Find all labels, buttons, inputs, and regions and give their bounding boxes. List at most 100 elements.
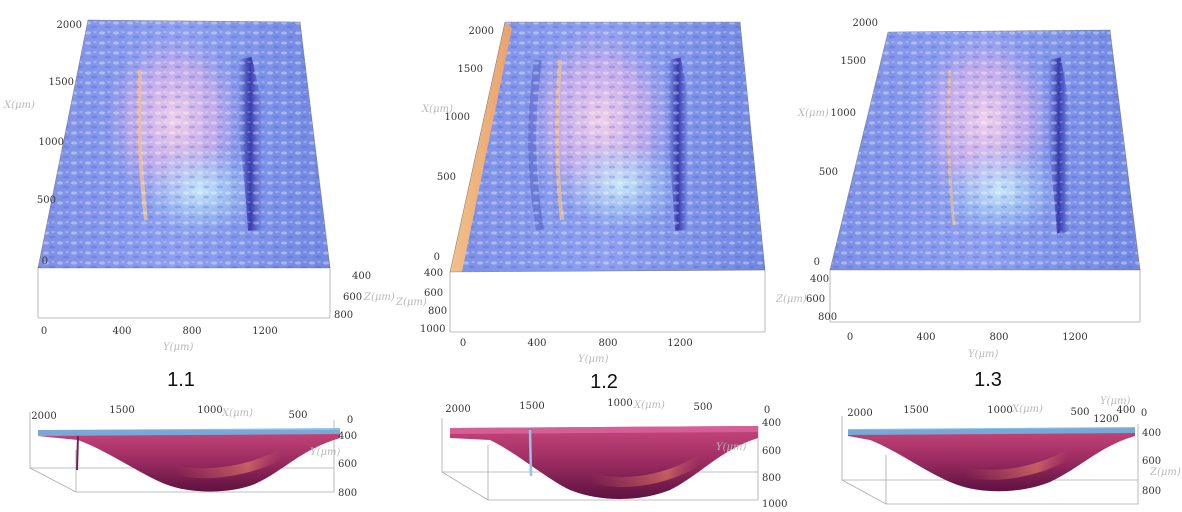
panel-1-z-tick: 600 bbox=[343, 292, 362, 303]
panel-2-bottom-x-tick: 2000 bbox=[445, 404, 470, 415]
panel-3-bottom-y-tick: 1200 bbox=[1093, 414, 1118, 425]
panel-3-label: 1.3 bbox=[974, 369, 1002, 391]
panel-2-label: 1.2 bbox=[590, 371, 618, 393]
panel-2-y-tick: 800 bbox=[598, 338, 617, 349]
panel-2-z-tick: 1000 bbox=[420, 324, 445, 335]
panel-1-label: 1.1 bbox=[167, 369, 195, 391]
panel-2-bottom-z-tick: 800 bbox=[762, 473, 781, 484]
panel-1-z-tick: 400 bbox=[352, 271, 371, 282]
panel-2-bottom-x-tick: 500 bbox=[693, 402, 712, 413]
panel-1-y-axis: 0 400 800 1200 Y(μm) bbox=[41, 326, 278, 353]
panel-1-x-tick: 2000 bbox=[57, 20, 82, 31]
panel-2-x-tick: 1000 bbox=[445, 112, 470, 123]
panel-3-bottom-plot bbox=[841, 416, 1139, 505]
panel-2-x-tick: 0 bbox=[434, 252, 440, 263]
panel-1-y-title: Y(μm) bbox=[163, 342, 193, 353]
panel-2-bottom-axes: 2000 1500 1000 500 0 X(μm) Y(μm) 400 600… bbox=[445, 398, 787, 510]
panel-2-bottom-z-tick: 1000 bbox=[762, 499, 787, 510]
panel-3-y-tick: 0 bbox=[847, 332, 853, 343]
panel-1-surface bbox=[38, 20, 330, 268]
panel-2-bottom-x-title: X(μm) bbox=[633, 400, 665, 411]
panel-3-bottom-y-title: Y(μm) bbox=[1100, 396, 1130, 407]
panel-2-surface bbox=[450, 22, 765, 272]
panel-2-x-axis: 0 500 1000 1500 2000 X(μm) bbox=[421, 26, 494, 263]
panel-3-bottom-x-title: X(μm) bbox=[1011, 404, 1043, 415]
panel-1-top-plot bbox=[37, 19, 331, 319]
panel-1-bottom-x-tick: 1500 bbox=[109, 405, 134, 416]
panel-3-x-tick: 2000 bbox=[853, 18, 878, 29]
panel-1-x-tick: 1000 bbox=[39, 137, 64, 148]
panel-3-bottom-x-tick: 1000 bbox=[987, 405, 1012, 416]
panel-3-bottom-x-tick: 0 bbox=[1141, 408, 1147, 419]
panel-3-x-tick: 0 bbox=[814, 257, 820, 268]
panel-1-z-tick: 800 bbox=[334, 310, 353, 321]
panel-2-y-title: Y(μm) bbox=[578, 354, 608, 365]
panel-2-bottom-z-tick: 400 bbox=[762, 418, 781, 429]
panel-3-x-tick: 1500 bbox=[841, 56, 866, 67]
panel-1-z-axis: 400 600 800 Z(μm) bbox=[334, 271, 395, 321]
panel-2-z-tick: 400 bbox=[424, 268, 443, 279]
panel-1-bottom-x-tick: 1000 bbox=[197, 405, 222, 416]
panel-1-z-title: Z(μm) bbox=[363, 292, 395, 303]
panel-3-bottom-z-tick: 400 bbox=[1142, 428, 1161, 439]
panel-3-bottom-axes: 2000 1500 1000 500 0 400 1200 X(μm) Y(μm… bbox=[847, 396, 1181, 497]
panel-1-y-tick: 800 bbox=[182, 326, 201, 337]
panel-1-y-tick: 0 bbox=[41, 326, 47, 337]
panel-2-z-tick: 600 bbox=[424, 288, 443, 299]
panel-3-z-tick: 600 bbox=[806, 294, 825, 305]
panel-3-y-title: Y(μm) bbox=[968, 349, 998, 360]
panel-1-x-title: X(μm) bbox=[3, 100, 35, 111]
panel-1-trough bbox=[38, 430, 340, 492]
panel-2-x-tick: 2000 bbox=[469, 26, 494, 37]
panel-3-x-title: X(μm) bbox=[797, 108, 829, 119]
panel-3-top-plot bbox=[829, 29, 1141, 323]
panel-2-x-tick: 1500 bbox=[458, 64, 483, 75]
panel-1-y-tick: 1200 bbox=[252, 326, 277, 337]
panel-3-bottom-z-tick: 800 bbox=[1142, 486, 1161, 497]
panel-3-bottom-y-tick: 400 bbox=[1116, 405, 1135, 416]
panel-1-bottom-z-tick: 800 bbox=[338, 488, 357, 499]
panel-3-z-tick: 400 bbox=[810, 274, 829, 285]
panel-3-bottom-x-tick: 1500 bbox=[903, 405, 928, 416]
panel-2-x-tick: 500 bbox=[437, 172, 456, 183]
panel-2-y-axis: 0 400 800 1200 Y(μm) bbox=[460, 338, 693, 365]
panel-3-x-tick: 500 bbox=[819, 167, 838, 178]
panel-3-surface bbox=[830, 30, 1140, 270]
panel-2-bottom-plot bbox=[441, 418, 759, 501]
panel-2-z-title: Z(μm) bbox=[395, 297, 427, 308]
panel-1-bottom-x-tick: 500 bbox=[288, 410, 307, 421]
panel-3-y-axis: 0 400 800 1200 Y(μm) bbox=[847, 332, 1088, 360]
panel-3-y-tick: 400 bbox=[916, 332, 935, 343]
panel-1-bottom-x-title: X(μm) bbox=[221, 408, 253, 419]
panel-2-edge-ridge bbox=[450, 22, 512, 272]
panel-2-y-tick: 0 bbox=[460, 338, 466, 349]
panel-1-x-tick: 0 bbox=[42, 256, 48, 267]
panel-3-bottom-x-tick: 500 bbox=[1070, 407, 1089, 418]
panel-1-x-axis: 0 500 1000 1500 2000 X(μm) bbox=[3, 20, 82, 267]
panel-2-bottom-y-title: Y(μm) bbox=[716, 442, 746, 453]
panel-2-bottom-x-tick: 1500 bbox=[519, 401, 544, 412]
panel-3-z-axis: 400 600 800 Z(μm) bbox=[775, 274, 837, 323]
panel-1-x-tick: 500 bbox=[37, 195, 56, 206]
panel-3-z-tick: 800 bbox=[818, 312, 837, 323]
panel-1-bottom-plot bbox=[29, 412, 340, 493]
panel-3-y-tick: 1200 bbox=[1062, 332, 1087, 343]
panel-3-bottom-z-tick: 600 bbox=[1142, 456, 1161, 467]
panel-3-x-tick: 1000 bbox=[831, 108, 856, 119]
panel-2-y-tick: 400 bbox=[527, 338, 546, 349]
panel-1-bottom-z-tick: 400 bbox=[338, 431, 357, 442]
panel-3-x-axis: 0 500 1000 1500 2000 X(μm) bbox=[797, 18, 878, 268]
panel-2-bottom-x-tick: 1000 bbox=[607, 398, 632, 409]
panel-3-bottom-x-tick: 2000 bbox=[847, 408, 872, 419]
panel-3-bottom-z-title: Z(μm) bbox=[1149, 467, 1181, 478]
panel-3-z-title: Z(μm) bbox=[775, 294, 807, 305]
panel-2-z-tick: 800 bbox=[428, 306, 447, 317]
panel-1-bottom-y-title: Y(μm) bbox=[310, 447, 340, 458]
panel-1-bottom-x-tick: 0 bbox=[347, 415, 353, 426]
panel-2-top-plot bbox=[449, 21, 766, 333]
panel-2-x-title: X(μm) bbox=[421, 104, 453, 115]
panel-1-bottom-axes: 2000 1500 1000 500 0 X(μm) Y(μm) 400 600… bbox=[31, 405, 357, 499]
panel-1-bottom-x-tick: 2000 bbox=[31, 411, 56, 422]
panel-2-trough bbox=[450, 426, 758, 499]
